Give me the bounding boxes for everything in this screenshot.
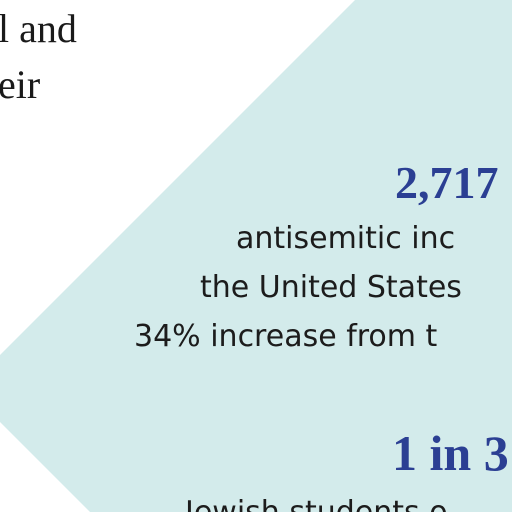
stat-text: 34% increase from t [134,319,438,354]
header-line: eir [0,62,40,107]
stat-text: Jewish students o [183,495,448,512]
header-line: l and [0,6,77,51]
stat-text: the United States [200,270,462,305]
stat-text: antisemitic inc [236,221,455,256]
stat-figure: 1 in 3 [392,425,509,481]
stat-figure: 2,717 [395,157,499,208]
